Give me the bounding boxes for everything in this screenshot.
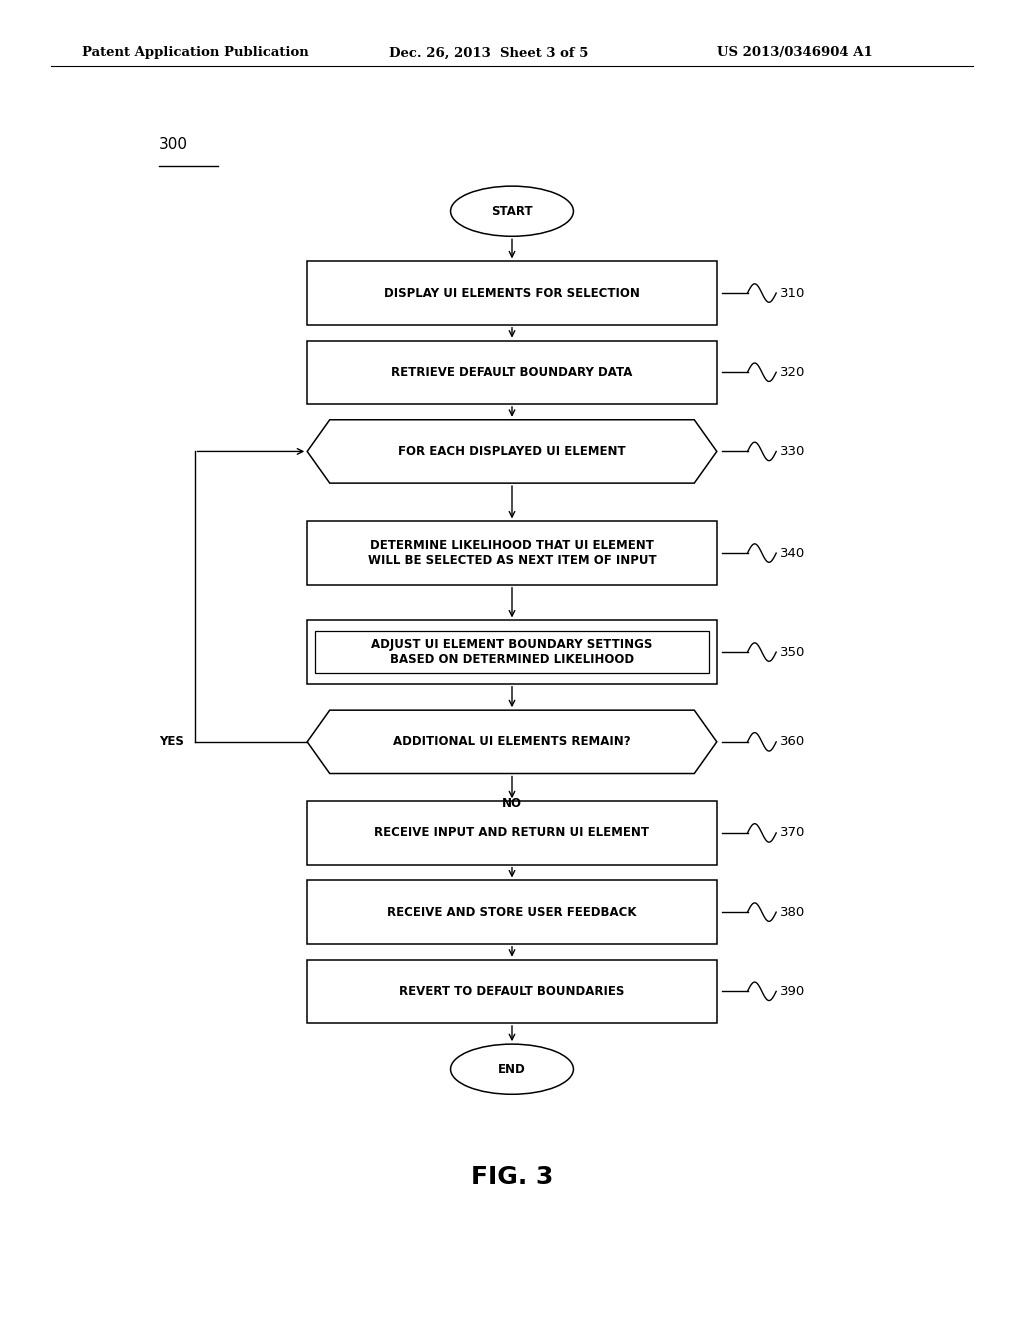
Bar xyxy=(315,631,709,673)
Text: REVERT TO DEFAULT BOUNDARIES: REVERT TO DEFAULT BOUNDARIES xyxy=(399,985,625,998)
Bar xyxy=(307,620,717,684)
Text: Dec. 26, 2013  Sheet 3 of 5: Dec. 26, 2013 Sheet 3 of 5 xyxy=(389,46,589,59)
Text: 390: 390 xyxy=(780,985,806,998)
Text: 350: 350 xyxy=(780,645,806,659)
Text: DISPLAY UI ELEMENTS FOR SELECTION: DISPLAY UI ELEMENTS FOR SELECTION xyxy=(384,286,640,300)
Text: FIG. 3: FIG. 3 xyxy=(471,1166,553,1189)
Text: Patent Application Publication: Patent Application Publication xyxy=(82,46,308,59)
Text: RECEIVE AND STORE USER FEEDBACK: RECEIVE AND STORE USER FEEDBACK xyxy=(387,906,637,919)
Text: 370: 370 xyxy=(780,826,806,840)
Bar xyxy=(307,960,717,1023)
Text: END: END xyxy=(498,1063,526,1076)
Text: START: START xyxy=(492,205,532,218)
Bar xyxy=(307,261,717,325)
Bar xyxy=(307,880,717,944)
Text: 300: 300 xyxy=(159,137,187,152)
Text: 360: 360 xyxy=(780,735,806,748)
Text: RETRIEVE DEFAULT BOUNDARY DATA: RETRIEVE DEFAULT BOUNDARY DATA xyxy=(391,366,633,379)
Bar xyxy=(307,521,717,585)
Bar xyxy=(307,801,717,865)
Text: US 2013/0346904 A1: US 2013/0346904 A1 xyxy=(717,46,872,59)
Bar xyxy=(307,341,717,404)
Text: 380: 380 xyxy=(780,906,806,919)
Text: DETERMINE LIKELIHOOD THAT UI ELEMENT
WILL BE SELECTED AS NEXT ITEM OF INPUT: DETERMINE LIKELIHOOD THAT UI ELEMENT WIL… xyxy=(368,539,656,568)
Text: ADJUST UI ELEMENT BOUNDARY SETTINGS
BASED ON DETERMINED LIKELIHOOD: ADJUST UI ELEMENT BOUNDARY SETTINGS BASE… xyxy=(372,638,652,667)
Text: ADDITIONAL UI ELEMENTS REMAIN?: ADDITIONAL UI ELEMENTS REMAIN? xyxy=(393,735,631,748)
Text: 330: 330 xyxy=(780,445,806,458)
Text: NO: NO xyxy=(502,797,522,810)
Text: RECEIVE INPUT AND RETURN UI ELEMENT: RECEIVE INPUT AND RETURN UI ELEMENT xyxy=(375,826,649,840)
Text: 310: 310 xyxy=(780,286,806,300)
Text: 320: 320 xyxy=(780,366,806,379)
Text: YES: YES xyxy=(160,735,184,748)
Text: 340: 340 xyxy=(780,546,806,560)
Text: FOR EACH DISPLAYED UI ELEMENT: FOR EACH DISPLAYED UI ELEMENT xyxy=(398,445,626,458)
